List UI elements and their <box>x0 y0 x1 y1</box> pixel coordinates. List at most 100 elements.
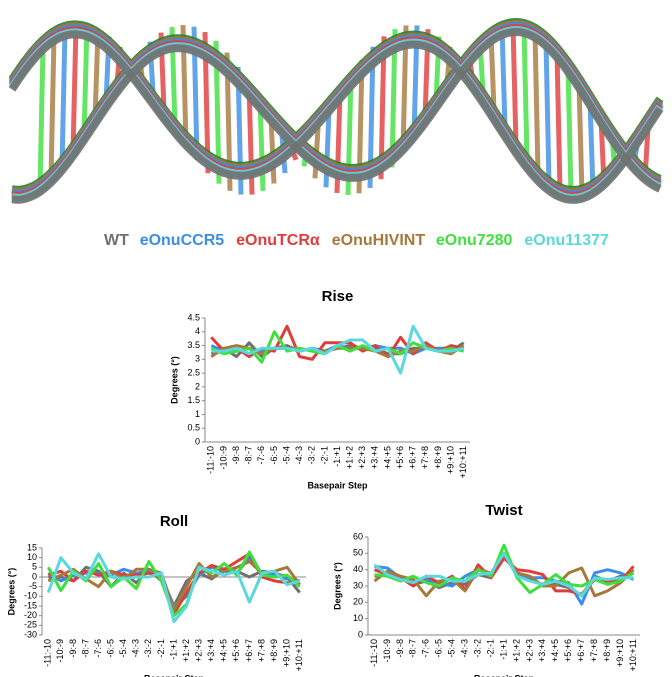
y-tick-label: 40 <box>353 564 363 574</box>
base-pair <box>543 40 552 184</box>
y-tick-label: -5 <box>29 581 37 591</box>
y-tick-label: 15 <box>27 542 37 552</box>
x-tick-label: -8:-7 <box>408 639 418 658</box>
x-tick-label: +3:+4 <box>537 639 547 662</box>
y-tick-label: 4.5 <box>187 312 200 322</box>
x-tick-label: -6:-5 <box>434 639 444 658</box>
y-tick-label: 3 <box>195 354 200 364</box>
legend-entry: eOnu7280 <box>436 232 513 249</box>
x-tick-label: -1:+1 <box>168 639 178 660</box>
y-tick-label: 60 <box>353 531 363 541</box>
x-tick-label: -5:-4 <box>447 639 457 658</box>
x-tick-label: +7:+8 <box>589 639 599 662</box>
x-tick-label: +4:+5 <box>382 446 392 469</box>
x-tick-label: +8:+9 <box>269 639 279 662</box>
y-tick-label: -15 <box>24 600 37 610</box>
x-tick-label: -7:-6 <box>256 446 266 465</box>
x-tick-label: -11:-10 <box>206 446 216 474</box>
y-tick-label: -10 <box>24 591 37 601</box>
x-tick-label: +1:+2 <box>344 446 354 469</box>
x-tick-label: -2:-1 <box>485 639 495 658</box>
y-tick-label: -30 <box>24 629 37 639</box>
x-tick-label: +5:+6 <box>395 446 405 469</box>
x-tick-label: -6:-5 <box>106 639 116 658</box>
x-tick-label: +3:+4 <box>370 446 380 469</box>
x-tick-label: -5:-4 <box>118 639 128 658</box>
x-tick-label: -4:-3 <box>294 446 304 465</box>
legend-entry: eOnuCCR5 <box>140 232 225 249</box>
y-tick-label: 10 <box>353 613 363 623</box>
legend-entry: WT <box>104 232 129 249</box>
x-tick-label: -2:-1 <box>319 446 329 465</box>
x-tick-label: +7:+8 <box>256 639 266 662</box>
x-tick-label: -3:-2 <box>307 446 317 465</box>
y-tick-label: 0 <box>32 571 37 581</box>
y-tick-label: 5 <box>32 562 37 572</box>
x-tick-label: +3:+4 <box>206 639 216 662</box>
base-pair <box>521 26 530 161</box>
y-tick-label: 10 <box>27 552 37 562</box>
x-tick-label: -10:-9 <box>218 446 228 470</box>
x-tick-label: -10:-9 <box>55 639 65 663</box>
x-tick-label: -9:-8 <box>395 639 405 658</box>
base-pair <box>70 25 79 154</box>
x-tick-label: +8:+9 <box>433 446 443 469</box>
x-tick-label: -1:+1 <box>332 446 342 467</box>
x-tick-label: +4:+5 <box>219 639 229 662</box>
y-tick-label: 2 <box>195 381 200 391</box>
x-tick-label: -2:-1 <box>156 639 166 658</box>
y-tick-label: -20 <box>24 610 37 620</box>
x-tick-label: +2:+3 <box>357 446 367 469</box>
base-pair <box>37 46 46 189</box>
x-tick-label: +2:+3 <box>524 639 534 662</box>
base-pair <box>268 118 277 184</box>
series-line <box>373 551 634 598</box>
x-axis-label: Basepair Step <box>474 673 535 677</box>
series-line <box>211 324 465 375</box>
y-axis-label: Degrees (°) <box>332 562 342 610</box>
x-tick-label: +6:+7 <box>576 639 586 662</box>
y-tick-label: -25 <box>24 620 37 630</box>
y-tick-label: 30 <box>353 580 363 590</box>
x-tick-label: -6:-5 <box>269 446 279 465</box>
x-tick-label: +10:+11 <box>628 639 638 671</box>
base-pair <box>59 29 68 168</box>
x-tick-label: -8:-7 <box>80 639 90 658</box>
y-tick-label: 0.5 <box>187 423 200 433</box>
x-tick-label: -3:-2 <box>472 639 482 658</box>
x-tick-label: +7:+8 <box>420 446 430 469</box>
base-pair <box>499 26 508 128</box>
x-tick-label: -4:-3 <box>460 639 470 658</box>
base-pair <box>510 24 519 145</box>
chart-title: Twist <box>485 502 522 519</box>
base-pair <box>81 25 90 138</box>
y-tick-label: 1.5 <box>187 395 200 405</box>
y-tick-label: 20 <box>353 597 363 607</box>
x-tick-label: -3:-2 <box>143 639 153 658</box>
base-pair <box>587 100 596 191</box>
x-axis-label: Basepair Step <box>307 480 368 490</box>
x-tick-label: +2:+3 <box>194 639 204 662</box>
x-tick-label: +5:+6 <box>231 639 241 662</box>
y-tick-label: 2.5 <box>187 367 200 377</box>
x-tick-label: -1:+1 <box>498 639 508 660</box>
x-tick-label: -8:-7 <box>244 446 254 465</box>
legend-entry: eOnuHIVINT <box>332 232 426 249</box>
y-tick-label: 0 <box>195 436 200 446</box>
series-line <box>46 552 301 623</box>
y-tick-label: 3.5 <box>187 340 200 350</box>
x-tick-label: +6:+7 <box>244 639 254 662</box>
x-tick-label: -5:-4 <box>281 446 291 465</box>
x-tick-label: +5:+6 <box>563 639 573 662</box>
x-tick-label: -11:-10 <box>369 639 379 667</box>
y-tick-label: 0 <box>358 629 363 639</box>
base-pair <box>565 66 574 195</box>
base-pair <box>554 52 563 191</box>
x-tick-label: -7:-6 <box>93 639 103 658</box>
legend-entry: eOnuTCRα <box>236 232 320 249</box>
strand <box>8 30 664 204</box>
base-pair <box>576 82 585 195</box>
x-tick-label: +6:+7 <box>408 446 418 469</box>
x-tick-label: -7:-6 <box>421 639 431 658</box>
x-tick-label: -9:-8 <box>68 639 78 658</box>
